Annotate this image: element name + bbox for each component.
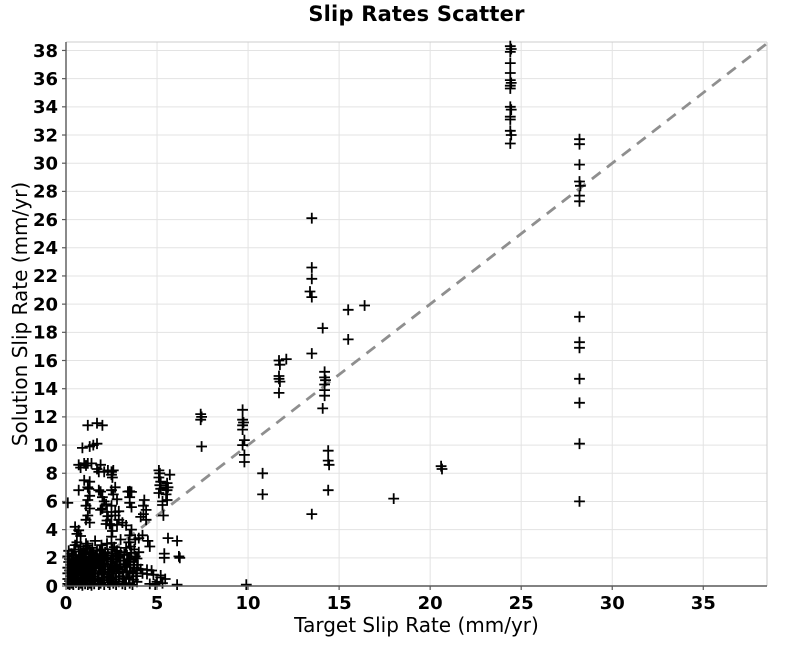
y-tick-label: 38 xyxy=(33,41,58,62)
x-tick-label: 20 xyxy=(418,593,443,614)
x-tick-label: 35 xyxy=(691,593,716,614)
y-tick-label: 8 xyxy=(45,464,58,485)
grid xyxy=(66,42,767,586)
scatter-points xyxy=(62,40,586,591)
y-tick-label: 12 xyxy=(33,407,58,428)
chart-title: Slip Rates Scatter xyxy=(308,2,525,26)
y-tick-label: 16 xyxy=(33,351,58,372)
x-tick-label: 10 xyxy=(236,593,261,614)
y-tick-label: 2 xyxy=(45,548,58,569)
y-tick-label: 22 xyxy=(33,266,58,287)
x-tick-label: 30 xyxy=(600,593,625,614)
y-tick-label: 6 xyxy=(45,492,58,513)
plus-markers xyxy=(62,40,586,591)
x-tick-label: 0 xyxy=(60,593,73,614)
y-tick-label: 30 xyxy=(33,154,58,175)
tick-labels: 0 5 10 15 20 25 30 3502468101214161820222426283… xyxy=(33,41,716,614)
y-tick-label: 18 xyxy=(33,323,58,344)
y-tick-label: 20 xyxy=(33,294,58,315)
identity-line xyxy=(65,42,768,588)
tick-marks xyxy=(62,49,704,590)
y-tick-label: 14 xyxy=(33,379,58,400)
y-tick-label: 32 xyxy=(33,125,58,146)
x-tick-label: 5 xyxy=(151,593,164,614)
y-axis-label: Solution Slip Rate (mm/yr) xyxy=(8,181,32,447)
y-tick-label: 34 xyxy=(33,97,58,118)
x-tick-label: 15 xyxy=(327,593,352,614)
y-tick-label: 10 xyxy=(33,435,58,456)
x-tick-label: 25 xyxy=(509,593,534,614)
y-tick-label: 28 xyxy=(33,182,58,203)
x-axis-label: Target Slip Rate (mm/yr) xyxy=(294,613,539,637)
y-tick-label: 24 xyxy=(33,238,58,259)
y-tick-label: 36 xyxy=(33,69,58,90)
y-tick-label: 0 xyxy=(45,576,58,597)
y-tick-label: 4 xyxy=(45,520,58,541)
y-tick-label: 26 xyxy=(33,210,58,231)
